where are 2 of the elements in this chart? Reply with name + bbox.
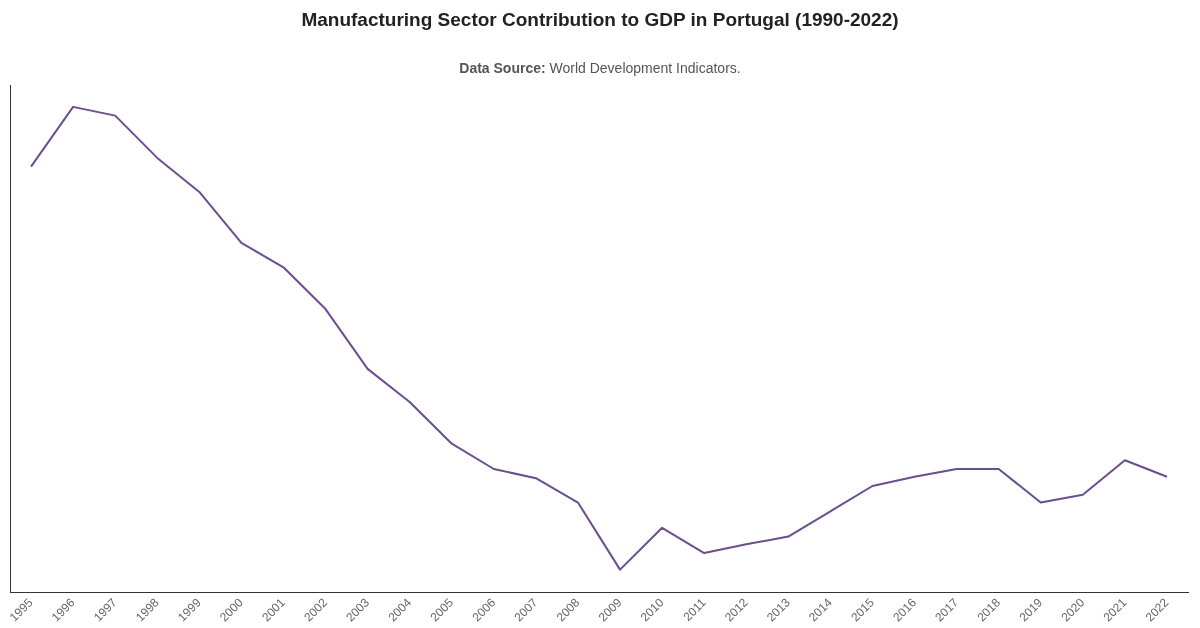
- source-note: Data Source: World Development Indicators.: [458, 60, 742, 76]
- chart-title: Manufacturing Sector Contribution to GDP in Portugal (1990-2022): [300, 8, 900, 32]
